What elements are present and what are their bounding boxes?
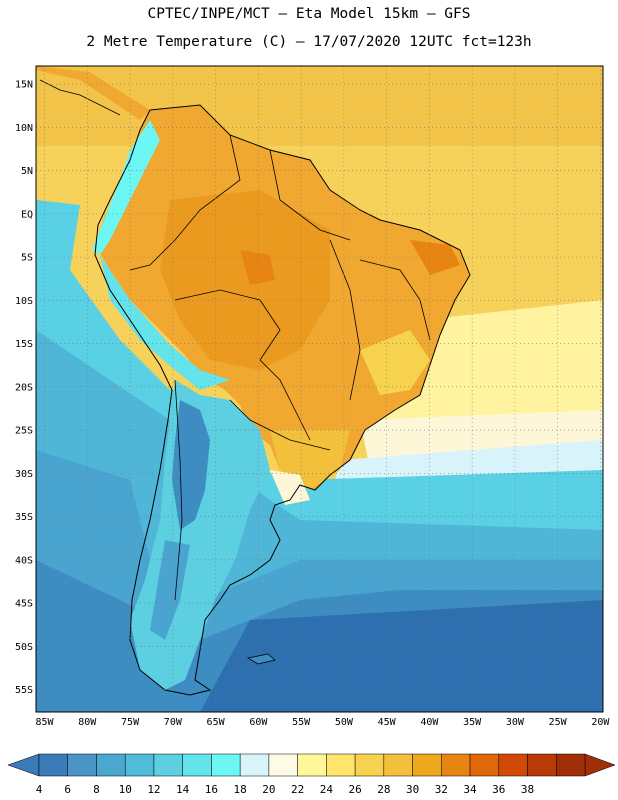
longitude-label: 70W — [164, 717, 183, 728]
legend-color-box — [498, 753, 528, 777]
coldest-south — [200, 600, 603, 712]
latitude-label: 5S — [21, 253, 33, 264]
longitude-label: 45W — [378, 717, 397, 728]
patagonia-cold — [150, 540, 190, 640]
longitude-label: 25W — [549, 717, 568, 728]
legend-label: 30 — [405, 783, 420, 796]
graticule — [36, 66, 603, 712]
legend-label: 36 — [492, 783, 506, 796]
latitude-label: EQ — [21, 209, 33, 220]
falkland-islands — [246, 653, 276, 665]
map-frame — [35, 65, 604, 713]
legend-color-box — [67, 753, 97, 777]
legend-color-box — [354, 753, 385, 777]
border-line — [259, 359, 311, 441]
latitude-labels: 15N 10N 5N EQ 5S 10S 15S 20S 25S 30S 35S 40S 45S 50S 5… — [15, 80, 33, 696]
latitude-label: 20S — [15, 382, 33, 393]
latitude-label: 50S — [15, 642, 33, 653]
legend-color-box — [297, 753, 327, 777]
legend-color-box — [556, 753, 586, 777]
legend-label: 38 — [520, 783, 535, 796]
longitude-label: 20W — [591, 717, 610, 728]
legend-color-box — [412, 753, 442, 777]
legend-color-box — [239, 753, 270, 777]
longitude-label: 85W — [36, 717, 55, 728]
latitude-label: 30S — [15, 469, 33, 480]
latitude-label: 55S — [15, 685, 33, 696]
latitude-label: 40S — [15, 555, 33, 566]
border-line — [269, 149, 351, 241]
legend-label: 26 — [348, 783, 362, 796]
legend-label: 22 — [291, 783, 305, 796]
border-line — [229, 399, 331, 451]
longitude-label: 80W — [78, 717, 97, 728]
longitude-label: 75W — [121, 717, 140, 728]
legend-color-box — [326, 753, 356, 777]
title-line-2: 2 Metre Temperature (C) – 17/07/2020 12U… — [86, 34, 532, 50]
highlands-cooler — [360, 330, 430, 395]
border-line — [174, 379, 183, 601]
longitude-label: 40W — [420, 717, 439, 728]
legend-label: 12 — [147, 783, 161, 796]
legend-label: 20 — [262, 783, 276, 796]
legend-color-box — [182, 753, 212, 777]
legend-label: 14 — [176, 783, 190, 796]
latitude-label: 35S — [15, 512, 33, 523]
latitude-label: 15S — [15, 339, 33, 350]
legend-label: 4 — [35, 783, 43, 796]
hot-spot-ne — [410, 240, 460, 275]
legend-label: 8 — [93, 783, 100, 796]
border-line — [359, 259, 431, 341]
legend-label: 28 — [377, 783, 391, 796]
longitude-labels: 85W 80W 75W 70W 65W 60W 55W 50W 45W 40W 35W 30W 25W 2… — [36, 717, 611, 728]
legend-label: 16 — [204, 783, 219, 796]
legend-color-box — [153, 753, 183, 777]
border-line — [329, 239, 361, 401]
border-line — [129, 134, 241, 271]
legend-label: 24 — [319, 783, 333, 796]
title-line-1: CPTEC/INPE/MCT – Eta Model 15km – GFS — [147, 6, 471, 22]
coastline — [94, 104, 471, 696]
longitude-label: 30W — [506, 717, 525, 728]
latitude-label: 25S — [15, 426, 33, 437]
caribbean-coast — [39, 79, 121, 116]
latitude-label: 5N — [21, 166, 33, 177]
longitude-label: 60W — [249, 717, 268, 728]
latitude-label: 10N — [15, 123, 33, 134]
legend-color-box — [38, 753, 68, 777]
longitude-label: 55W — [292, 717, 311, 728]
central-america — [36, 66, 150, 120]
longitude-label: 65W — [207, 717, 226, 728]
border-line — [174, 289, 281, 361]
legend-label: 34 — [463, 783, 477, 796]
latitude-label: 10S — [15, 296, 33, 307]
legend-color-box — [124, 753, 155, 777]
legend-color-box — [527, 753, 557, 777]
longitude-label: 35W — [463, 717, 482, 728]
amazon-hot — [160, 190, 330, 370]
latitude-label: 15N — [15, 80, 33, 91]
legend-color-box — [211, 753, 241, 777]
latitude-label: 45S — [15, 599, 33, 610]
legend-label: 10 — [118, 783, 132, 796]
legend-color-box — [268, 753, 298, 777]
hot-spot — [240, 250, 275, 285]
andes-north — [92, 120, 160, 255]
legend-color-box — [441, 753, 471, 777]
andes-central — [100, 255, 230, 390]
legend-left-arrow — [7, 753, 40, 777]
legend-right-arrow — [584, 753, 616, 777]
legend-label: 18 — [233, 783, 247, 796]
longitude-label: 50W — [335, 717, 354, 728]
uruguay-pale — [270, 470, 310, 505]
legend-color-box — [469, 753, 500, 777]
legend-label: 6 — [64, 783, 72, 796]
legend-color-box — [96, 753, 126, 777]
legend-label: 32 — [434, 783, 448, 796]
legend-color-box — [383, 753, 413, 777]
